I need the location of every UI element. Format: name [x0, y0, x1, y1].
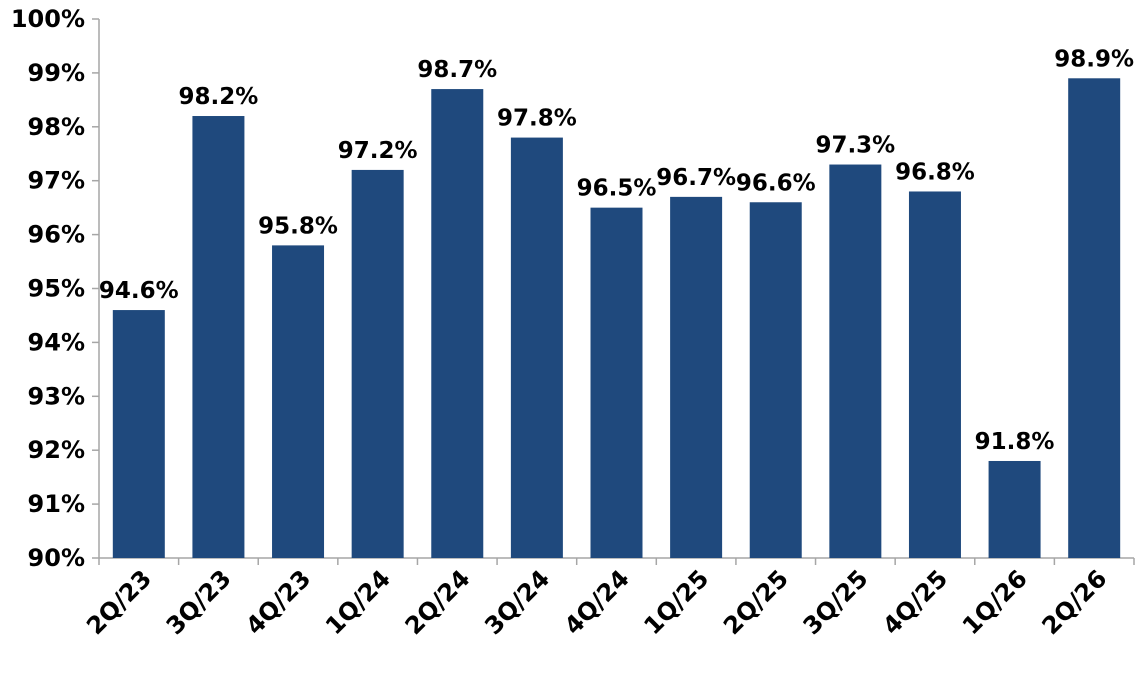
data-label: 96.5%	[577, 176, 657, 202]
bar-3Q-24	[510, 137, 563, 558]
y-axis: 90% 91% 92% 93% 94% 95% 96% 97% 98% 99% 100%	[11, 5, 100, 572]
y-tick-label: 100%	[11, 5, 85, 33]
data-label: 91.8%	[975, 429, 1055, 455]
y-tick-label: 92%	[28, 436, 85, 464]
bars	[112, 78, 1121, 559]
data-label: 97.8%	[497, 106, 577, 132]
bar-2Q-26	[1068, 78, 1121, 558]
x-tick-label: 4Q/23	[240, 564, 316, 640]
x-tick-label: 1Q/24	[320, 564, 396, 640]
x-axis: 2Q/23 3Q/23 4Q/23 1Q/24 2Q/24 3Q/24 4Q/24 1Q/25…	[81, 557, 1135, 640]
data-label: 95.8%	[258, 213, 338, 239]
bar-2Q-25	[749, 202, 802, 558]
y-tick-label: 90%	[28, 544, 85, 572]
bar-4Q-23	[272, 245, 325, 558]
x-tick-label: 4Q/24	[559, 564, 635, 640]
data-label: 96.6%	[736, 170, 816, 196]
bar-4Q-25	[908, 191, 961, 559]
x-tick-label: 3Q/25	[798, 564, 874, 640]
y-tick-label: 93%	[28, 382, 85, 410]
x-tick-label: 1Q/25	[639, 564, 715, 640]
y-tick-label: 99%	[28, 59, 85, 87]
data-label: 96.7%	[656, 165, 736, 191]
y-tick-label: 97%	[28, 167, 85, 195]
bar-1Q-26	[988, 460, 1041, 558]
y-tick-label: 98%	[28, 113, 85, 141]
y-tick-label: 96%	[28, 221, 85, 249]
x-tick-label: 2Q/24	[400, 564, 476, 640]
bar-3Q-23	[192, 116, 245, 559]
y-tick-label: 91%	[28, 490, 85, 518]
y-tick-label: 95%	[28, 275, 85, 303]
x-tick-label: 2Q/26	[1037, 564, 1113, 640]
x-tick-label: 3Q/24	[479, 564, 555, 640]
bar-4Q-24	[590, 207, 643, 558]
x-tick-label: 2Q/23	[81, 564, 157, 640]
x-tick-label: 3Q/23	[161, 564, 237, 640]
bar-2Q-23	[112, 310, 165, 558]
data-label: 98.9%	[1054, 46, 1134, 72]
x-tick-label: 1Q/26	[957, 564, 1033, 640]
data-label: 97.3%	[815, 133, 895, 159]
data-label: 94.6%	[99, 278, 179, 304]
data-label: 97.2%	[338, 138, 418, 164]
data-label: 98.7%	[417, 57, 497, 83]
bar-3Q-25	[829, 164, 882, 558]
x-tick-label: 4Q/25	[877, 564, 953, 640]
y-tick-label: 94%	[28, 328, 85, 356]
data-label: 98.2%	[179, 84, 259, 110]
bar-1Q-25	[670, 196, 723, 558]
bar-1Q-24	[351, 169, 404, 559]
bar-2Q-24	[431, 89, 484, 558]
x-tick-label: 2Q/25	[718, 564, 794, 640]
data-label: 96.8%	[895, 159, 975, 185]
data-labels: 94.6% 98.2% 95.8% 97.2% 98.7%97.8% 96.5% 96.7%…	[99, 46, 1134, 455]
